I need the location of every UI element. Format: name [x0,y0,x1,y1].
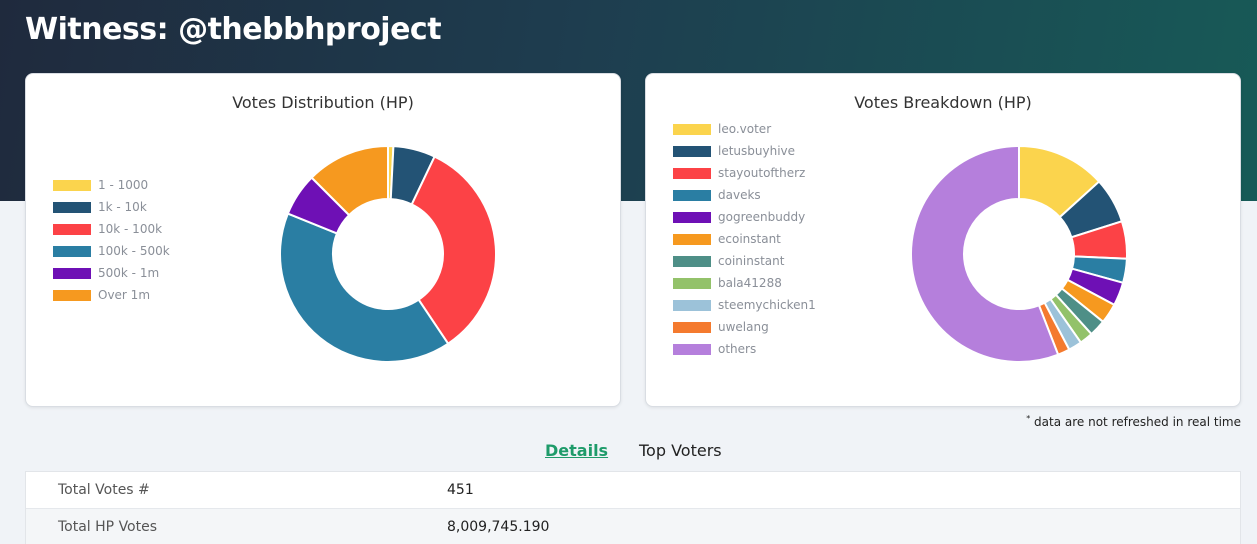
legend-swatch [673,167,711,179]
legend-label: 100k - 500k [98,244,170,258]
table-row: Total HP Votes 8,009,745.190 [26,509,1240,544]
footnote-asterisk: * [1026,414,1031,423]
legend-item-gogreenbuddy[interactable]: gogreenbuddy [673,206,816,228]
details-table: Total Votes # 451 Total HP Votes 8,009,7… [25,471,1241,544]
legend-label: steemychicken1 [718,298,816,312]
legend-swatch [673,189,711,201]
votes-breakdown-card: Votes Breakdown (HP) leo.voter letusbuyh… [645,73,1241,407]
legend-label: stayoutoftherz [718,166,806,180]
legend-swatch [53,223,91,235]
legend-label: letusbuyhive [718,144,796,158]
votes-breakdown-donut [910,144,1128,363]
legend-swatch [673,299,711,311]
donut-slice-over-1m[interactable] [310,144,389,217]
legend-swatch [673,255,711,267]
legend-item-bala41288[interactable]: bala41288 [673,272,816,294]
legend-item-letusbuyhive[interactable]: letusbuyhive [673,140,816,162]
row-value: 451 [447,482,474,498]
legend-label: 500k - 1m [98,266,160,280]
legend-swatch [673,233,711,245]
legend-item-others[interactable]: others [673,338,816,360]
votes-distribution-legend: 1 - 1000 1k - 10k 10k - 100k 100k - 500k… [53,174,170,306]
legend-label: uwelang [718,320,769,334]
legend-swatch [53,267,91,279]
legend-label: bala41288 [718,276,782,290]
legend-item-ecoinstant[interactable]: ecoinstant [673,228,816,250]
legend-item-daveks[interactable]: daveks [673,184,816,206]
legend-item-stayoutoftherz[interactable]: stayoutoftherz [673,162,816,184]
legend-swatch [53,245,91,257]
legend-label: 1 - 1000 [98,178,149,192]
legend-label: coininstant [718,254,785,268]
legend-item-100k-500k[interactable]: 100k - 500k [53,240,170,262]
legend-item-500k-1m[interactable]: 500k - 1m [53,262,170,284]
legend-item-over-1m[interactable]: Over 1m [53,284,170,306]
refresh-footnote: * data are not refreshed in real time [1026,414,1241,429]
tab-details[interactable]: Details [545,441,609,460]
legend-swatch [673,343,711,355]
legend-item-steemychicken1[interactable]: steemychicken1 [673,294,816,316]
legend-swatch [53,201,91,213]
legend-swatch [673,277,711,289]
legend-item-uwelang[interactable]: uwelang [673,316,816,338]
legend-item-coininstant[interactable]: coininstant [673,250,816,272]
legend-label: 10k - 100k [98,222,163,236]
votes-distribution-title: Votes Distribution (HP) [232,93,414,112]
legend-label: ecoinstant [718,232,781,246]
votes-distribution-card: Votes Distribution (HP) 1 - 1000 1k - 10… [25,73,621,407]
legend-item-10k-100k[interactable]: 10k - 100k [53,218,170,240]
table-row: Total Votes # 451 [26,472,1240,509]
row-value: 8,009,745.190 [447,519,550,535]
legend-swatch [673,211,711,223]
legend-swatch [53,179,91,191]
legend-label: daveks [718,188,761,202]
legend-item-1k-10k[interactable]: 1k - 10k [53,196,170,218]
votes-breakdown-title: Votes Breakdown (HP) [854,93,1032,112]
legend-label: gogreenbuddy [718,210,806,224]
votes-distribution-donut [279,144,497,363]
legend-swatch [673,123,711,135]
legend-item-leo-voter[interactable]: leo.voter [673,118,816,140]
legend-label: others [718,342,757,356]
footnote-text: data are not refreshed in real time [1030,415,1241,429]
row-label: Total HP Votes [58,519,158,535]
legend-label: 1k - 10k [98,200,147,214]
legend-item-1-1000[interactable]: 1 - 1000 [53,174,170,196]
legend-label: leo.voter [718,122,772,136]
donut-slice-100k-500k[interactable] [279,212,450,363]
donut-slice-10k-100k[interactable] [410,155,497,346]
tab-top-voters[interactable]: Top Voters [639,441,722,460]
legend-label: Over 1m [98,288,151,302]
votes-breakdown-legend: leo.voter letusbuyhive stayoutoftherz da… [673,118,816,360]
page-title: Witness: @thebbhproject [25,12,442,47]
donut-slice-others[interactable] [910,144,1060,363]
row-label: Total Votes # [58,482,150,498]
legend-swatch [673,145,711,157]
legend-swatch [673,321,711,333]
legend-swatch [53,289,91,301]
